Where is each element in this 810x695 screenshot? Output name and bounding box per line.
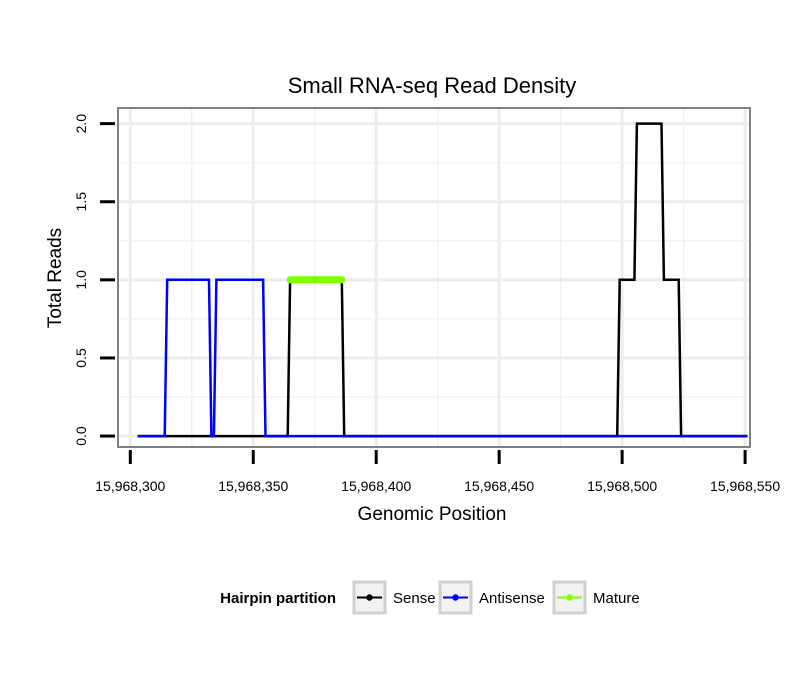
legend-item-sense: Sense (352, 580, 436, 615)
y-tick-label: 0.0 (73, 426, 89, 446)
x-tick-label: 15,968,500 (587, 478, 657, 494)
legend-label-sense: Sense (393, 590, 436, 607)
y-tick-label: 0.5 (73, 348, 89, 368)
legend-key-point (452, 594, 459, 601)
y-axis-label: Total Reads (45, 228, 66, 328)
legend-items: Sense Antisense Mature (352, 580, 640, 615)
y-tick-label: 1.0 (73, 270, 89, 290)
x-tick-label: 15,968,400 (341, 478, 411, 494)
x-tick-label: 15,968,550 (710, 478, 780, 494)
legend-key-point (566, 594, 573, 601)
series-line-antisense (137, 278, 748, 438)
legend-item-mature: Mature (552, 580, 640, 615)
x-axis-label: Genomic Position (358, 504, 507, 525)
plot-border (117, 107, 751, 448)
y-tick-label: 1.5 (73, 192, 89, 212)
x-tick-label: 15,968,450 (464, 478, 534, 494)
x-axis: 15,968,300 15,968,350 15,968,400 15,968,450… (95, 450, 780, 494)
legend: Hairpin partition Sense Antisense Mature (220, 580, 640, 615)
legend-label-mature: Mature (593, 590, 640, 607)
legend-item-antisense: Antisense (438, 580, 545, 615)
x-tick-label: 15,968,350 (218, 478, 288, 494)
grid-lines (118, 108, 750, 447)
legend-title: Hairpin partition (220, 590, 336, 607)
x-tick-label: 15,968,300 (95, 478, 165, 494)
y-axis: 0.0 0.5 1.0 1.5 2.0 (73, 114, 115, 446)
plot-background (118, 108, 750, 447)
y-tick-label: 2.0 (73, 114, 89, 134)
legend-label-antisense: Antisense (479, 590, 545, 607)
chart-title: Small RNA-seq Read Density (288, 73, 577, 98)
legend-key-point (366, 594, 373, 601)
series-layer (137, 122, 748, 438)
